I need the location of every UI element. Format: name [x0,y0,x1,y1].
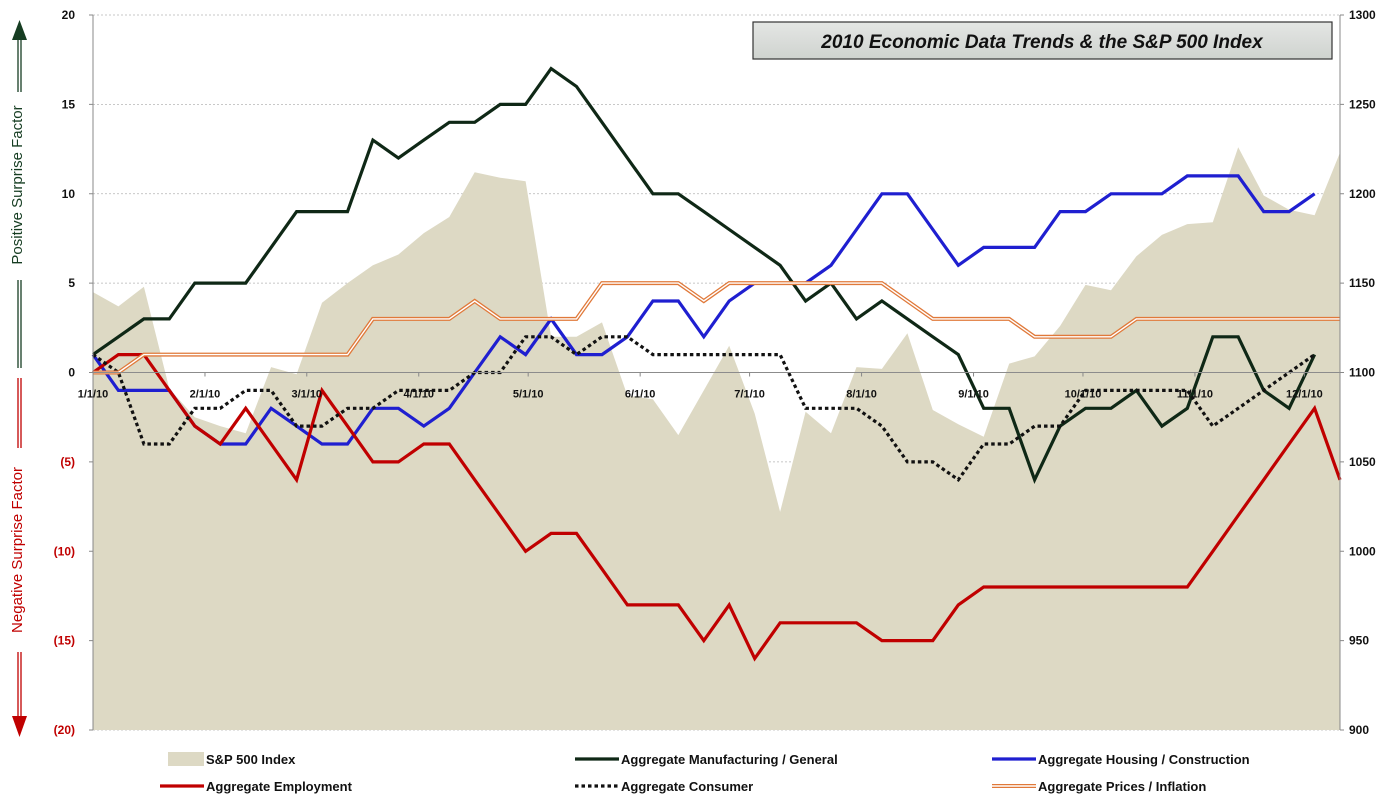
y-tick-label: 0 [68,366,75,380]
y-label-positive: Positive Surprise Factor [9,105,26,264]
y-tick-label: 5 [68,276,75,290]
axes: 20151050(5)(10)(15)(20)13001250120011501… [54,8,1376,737]
legend-aggregate-consumer: Aggregate Consumer [575,779,753,794]
legend-label: Aggregate Consumer [621,779,753,794]
y-tick-label: 20 [62,8,76,22]
sp500-area-layer [93,147,1340,731]
y2-tick-label: 1050 [1349,455,1376,469]
legend-label: Aggregate Prices / Inflation [1038,779,1206,794]
series-aggregate-consumer-line [92,335,1316,483]
x-tick-label: 10/1/10 [1065,389,1102,401]
series-aggregate-manufacturing-general-line [92,66,1317,484]
x-tick-label: 5/1/10 [513,389,544,401]
y2-tick-label: 900 [1349,723,1369,737]
positive-arrow-icon [12,20,27,368]
y-tick-label: 15 [62,97,76,111]
y2-tick-label: 1100 [1349,366,1375,380]
y-tick-label: (5) [60,455,75,469]
y2-tick-label: 950 [1349,634,1369,648]
legend-label: S&P 500 Index [206,752,296,767]
negative-arrow-icon [12,378,27,737]
legend: S&P 500 Index Aggregate Manufacturing / G… [160,752,1250,794]
legend-aggregate-manufacturing-general: Aggregate Manufacturing / General [575,752,838,767]
series-aggregate-employment-line [92,353,1342,662]
legend-swatch [168,752,204,766]
y-tick-label: (20) [54,723,75,737]
chart-title-box: 2010 Economic Data Trends & the S&P 500 … [752,21,1333,60]
y2-tick-label: 1150 [1349,276,1375,290]
x-tick-label: 3/1/10 [291,389,322,401]
legend-label: Aggregate Employment [206,779,353,794]
legend-aggregate-employment: Aggregate Employment [160,779,353,794]
y-tick-label: (10) [54,544,75,558]
chart-title: 2010 Economic Data Trends & the S&P 500 … [820,32,1264,53]
series-aggregate-prices-inflation-line-inner [93,282,1340,374]
x-tick-label: 12/1/10 [1286,389,1323,401]
x-tick-label: 1/1/10 [78,389,109,401]
x-tick-label: 6/1/10 [625,389,656,401]
series-s-p-500-index-area [93,147,1340,731]
y-label-negative: Negative Surprise Factor [9,467,26,633]
x-tick-label: 4/1/10 [403,389,434,401]
x-tick-label: 11/1/10 [1177,389,1213,401]
y-tick-label: 10 [62,187,76,201]
y2-tick-label: 1000 [1349,544,1376,558]
series-lines-layer [91,66,1342,662]
y2-tick-label: 1250 [1349,97,1376,111]
legend-s-p-500-index: S&P 500 Index [168,752,296,767]
legend-label: Aggregate Manufacturing / General [621,752,838,767]
x-tick-label: 2/1/10 [190,389,221,401]
legend-label: Aggregate Housing / Construction [1038,752,1250,767]
y2-tick-label: 1200 [1349,187,1376,201]
x-tick-label: 8/1/10 [846,389,877,401]
legend-aggregate-housing-construction: Aggregate Housing / Construction [992,752,1250,767]
x-tick-label: 9/1/10 [958,389,989,401]
y-tick-label: (15) [54,634,75,648]
x-tick-label: 7/1/10 [734,389,765,401]
legend-aggregate-prices-inflation: Aggregate Prices / Inflation [992,779,1206,794]
y2-tick-label: 1300 [1349,8,1376,22]
y-axis-side-labels: Positive Surprise Factor Negative Surpri… [9,20,27,737]
